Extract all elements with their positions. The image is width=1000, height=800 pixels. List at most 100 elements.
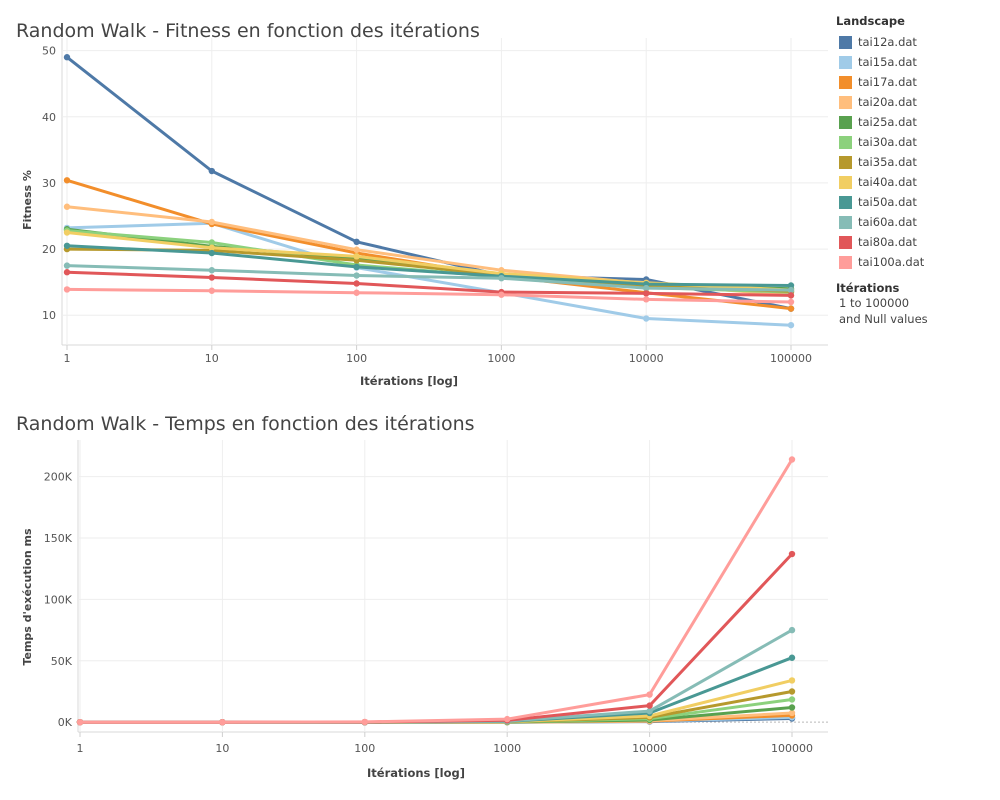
legend-label: tai50a.dat xyxy=(858,195,917,209)
x-axis-label: Itérations [log] xyxy=(367,766,465,780)
data-point xyxy=(643,284,650,292)
data-point xyxy=(643,315,650,322)
data-point xyxy=(208,287,215,294)
iterations-filter[interactable]: Itérations 1 to 100000 and Null values xyxy=(836,281,996,327)
legend-label: tai100a.dat xyxy=(858,255,925,269)
series-line xyxy=(65,264,793,292)
y-tick-label: 10 xyxy=(42,309,56,322)
legend-swatch xyxy=(839,35,852,49)
legend-label: tai30a.dat xyxy=(858,135,917,149)
data-point xyxy=(63,262,71,269)
legend-swatch xyxy=(839,135,852,149)
y-tick-label: 50K xyxy=(51,655,73,668)
data-point xyxy=(353,272,360,279)
y-tick-label: 40 xyxy=(42,111,56,124)
y-axis-label: Fitness % xyxy=(21,170,34,230)
x-tick-label: 100000 xyxy=(771,742,813,755)
data-point xyxy=(361,718,368,726)
legend-item[interactable]: tai15a.dat xyxy=(836,52,996,72)
x-tick-label: 10 xyxy=(215,742,229,755)
data-point xyxy=(353,280,360,287)
data-point xyxy=(504,715,511,723)
legend-item[interactable]: tai50a.dat xyxy=(836,192,996,212)
chart-title-fitness: Random Walk - Fitness en fonction des it… xyxy=(16,20,480,42)
y-tick-label: 100K xyxy=(44,593,73,606)
iterations-filter-null: and Null values xyxy=(839,312,928,326)
data-point xyxy=(788,688,796,695)
data-point xyxy=(643,296,650,303)
legend-label: tai20a.dat xyxy=(858,95,917,109)
legend-label: tai25a.dat xyxy=(858,115,917,129)
legend-swatch xyxy=(839,215,852,229)
data-point xyxy=(353,253,360,260)
series-tai60a.dat xyxy=(63,262,795,294)
data-point xyxy=(63,203,71,210)
data-point xyxy=(208,167,215,175)
x-tick-label: 100000 xyxy=(770,352,812,365)
data-point xyxy=(646,702,653,709)
x-tick-label: 1000 xyxy=(493,742,521,755)
data-point xyxy=(646,691,653,698)
legend-item[interactable]: tai35a.dat xyxy=(836,152,996,172)
legend-item[interactable]: tai100a.dat xyxy=(836,252,996,272)
data-point xyxy=(353,246,360,253)
legend-item[interactable]: tai30a.dat xyxy=(836,132,996,152)
data-point xyxy=(63,177,71,184)
data-point xyxy=(208,274,215,281)
legend-label: tai15a.dat xyxy=(858,55,917,69)
series-line xyxy=(65,270,793,297)
data-point xyxy=(788,550,796,558)
data-point xyxy=(63,286,71,293)
legend-swatch xyxy=(839,155,852,169)
data-point xyxy=(63,269,71,276)
series-line xyxy=(65,287,793,304)
data-point xyxy=(788,709,796,717)
chart-1: 1 10 100 1000 10000 100000 0K 50K 100K 150K 200K It… xyxy=(21,440,828,780)
series-line xyxy=(65,244,793,287)
data-point xyxy=(788,696,796,703)
legend-item[interactable]: tai60a.dat xyxy=(836,212,996,232)
legend-label: tai80a.dat xyxy=(858,235,917,249)
data-point xyxy=(498,291,505,298)
data-point xyxy=(63,242,71,249)
legend-item[interactable]: tai17a.dat xyxy=(836,72,996,92)
legend-swatch xyxy=(839,255,852,269)
legend-swatch xyxy=(839,75,852,89)
chart-0: 1 10 100 1000 10000 100000 10 20 30 40 50 Itération… xyxy=(21,38,828,388)
x-tick-label: 10 xyxy=(205,352,219,365)
data-point xyxy=(788,677,796,684)
data-point xyxy=(787,305,795,312)
data-point xyxy=(219,718,226,726)
legend-swatch xyxy=(839,95,852,109)
legend-item[interactable]: tai20a.dat xyxy=(836,92,996,112)
data-point xyxy=(76,718,84,726)
legend-title: Landscape xyxy=(836,14,905,28)
legend-item[interactable]: tai80a.dat xyxy=(836,232,996,252)
series-tai100a.dat xyxy=(63,286,795,306)
legend-swatch xyxy=(839,175,852,189)
data-point xyxy=(208,239,215,246)
x-axis-label: Itérations [log] xyxy=(360,374,458,388)
x-tick-label: 10000 xyxy=(632,742,667,755)
data-point xyxy=(788,626,796,634)
chart-title-temps: Random Walk - Temps en fonction des itér… xyxy=(16,413,475,435)
legend-swatch xyxy=(839,115,852,129)
data-point xyxy=(787,286,795,294)
legend-item[interactable]: tai25a.dat xyxy=(836,112,996,132)
series-tai100a.dat xyxy=(76,456,796,726)
data-point xyxy=(63,229,71,236)
legend-items: tai12a.dat tai15a.dat tai17a.dat tai20a.dat… xyxy=(836,32,996,272)
data-point xyxy=(208,218,215,226)
legend-item[interactable]: tai12a.dat xyxy=(836,32,996,52)
data-point xyxy=(353,289,360,296)
x-tick-label: 1000 xyxy=(487,352,515,365)
legend-swatch xyxy=(839,55,852,69)
data-point xyxy=(787,321,795,329)
x-tick-label: 100 xyxy=(346,352,367,365)
legend-item[interactable]: tai40a.dat xyxy=(836,172,996,192)
series-tai15a.dat xyxy=(63,220,795,329)
data-point xyxy=(63,54,71,61)
data-point xyxy=(498,274,505,282)
x-tick-label: 100 xyxy=(354,742,375,755)
legend-label: tai12a.dat xyxy=(858,35,917,49)
